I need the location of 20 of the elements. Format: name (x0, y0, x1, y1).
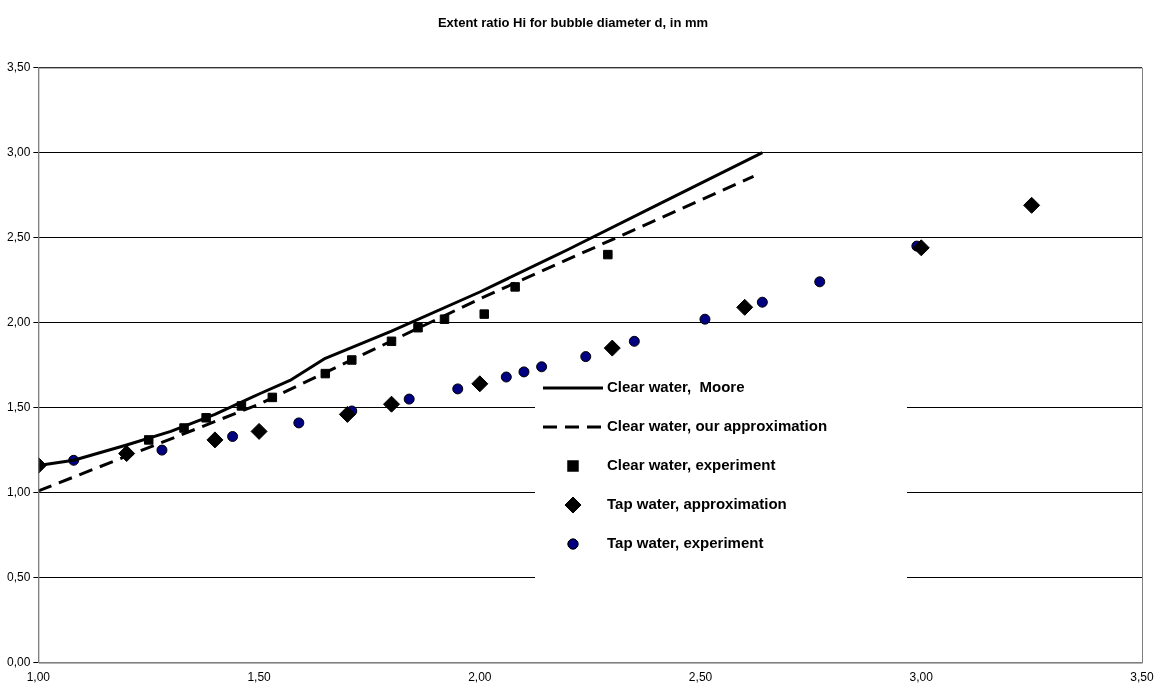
legend-label: Clear water, experiment (607, 456, 776, 474)
x-tick-label: 1,00 (26, 670, 51, 685)
y-tick-label: 2,00 (7, 314, 31, 329)
x-tick-label: 2,00 (468, 670, 492, 685)
y-tick-label: 1,00 (7, 484, 31, 499)
legend-label: Clear water, our approximation (607, 417, 828, 435)
chart-title: Extent ratio Hi for bubble diameter d, in mm (437, 15, 709, 31)
y-tick-label: 3,50 (7, 59, 31, 74)
legend-label: Tap water, experiment (607, 534, 764, 552)
x-tick-label: 2,50 (688, 670, 713, 685)
x-tick-label: 1,50 (247, 670, 272, 685)
y-tick-label: 3,00 (7, 144, 31, 159)
x-tick-label: 3,00 (909, 670, 934, 685)
legend-label: Tap water, approximation (607, 495, 787, 513)
y-tick-label: 1,50 (7, 399, 31, 414)
x-tick-label: 3,50 (1130, 670, 1154, 685)
y-tick-label: 0,50 (7, 569, 31, 584)
y-tick-label: 2,50 (7, 229, 31, 244)
y-tick-label: 0,00 (7, 654, 31, 669)
legend-label: Clear water, Moore (607, 378, 745, 396)
